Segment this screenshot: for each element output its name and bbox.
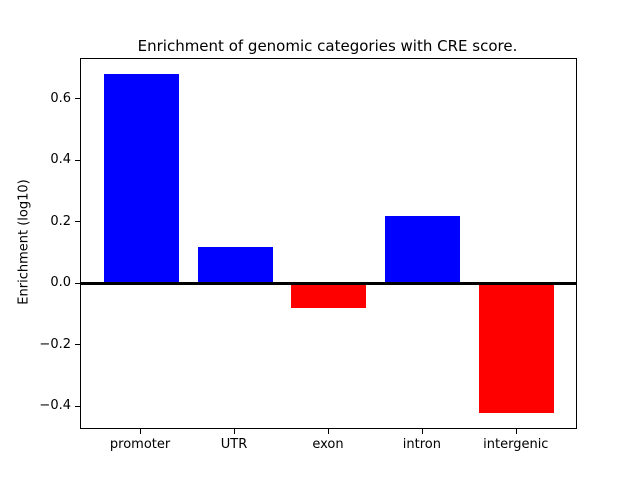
y-tick-label: 0.6 <box>50 90 71 106</box>
bar-intergenic <box>479 283 555 413</box>
bar-UTR <box>197 246 273 284</box>
y-tick-label: 0.0 <box>50 275 71 290</box>
x-tick-mark <box>515 429 517 434</box>
x-tick-label-UTR: UTR <box>220 437 248 452</box>
x-tick-label-intergenic: intergenic <box>483 437 549 452</box>
zero-line <box>81 282 576 285</box>
y-tick-mark <box>75 405 80 407</box>
y-tick-mark <box>75 282 80 284</box>
plot-area <box>80 58 577 429</box>
x-tick-mark <box>234 429 235 434</box>
y-tick-mark <box>75 221 80 222</box>
x-tick-label-promoter: promoter <box>109 437 171 452</box>
y-tick-label: −0.2 <box>39 336 71 352</box>
y-tick-mark <box>75 159 80 161</box>
x-tick-mark <box>140 429 142 434</box>
x-tick-mark <box>328 429 329 434</box>
y-axis-label-text: Enrichment (log10) <box>16 179 32 305</box>
x-tick-label-exon: exon <box>312 437 344 452</box>
bar-intron <box>385 215 461 284</box>
y-tick-label: 0.4 <box>50 152 71 167</box>
y-tick-label: −0.4 <box>39 398 71 413</box>
y-tick-mark <box>75 98 80 99</box>
x-tick-mark <box>421 429 423 434</box>
y-tick-label: 0.2 <box>50 213 71 229</box>
bar-exon <box>291 283 367 309</box>
chart-title: Enrichment of genomic categories with CR… <box>137 37 518 55</box>
x-tick-label-intron: intron <box>402 437 441 452</box>
bar-promoter <box>103 74 179 284</box>
y-tick-mark <box>75 344 80 345</box>
